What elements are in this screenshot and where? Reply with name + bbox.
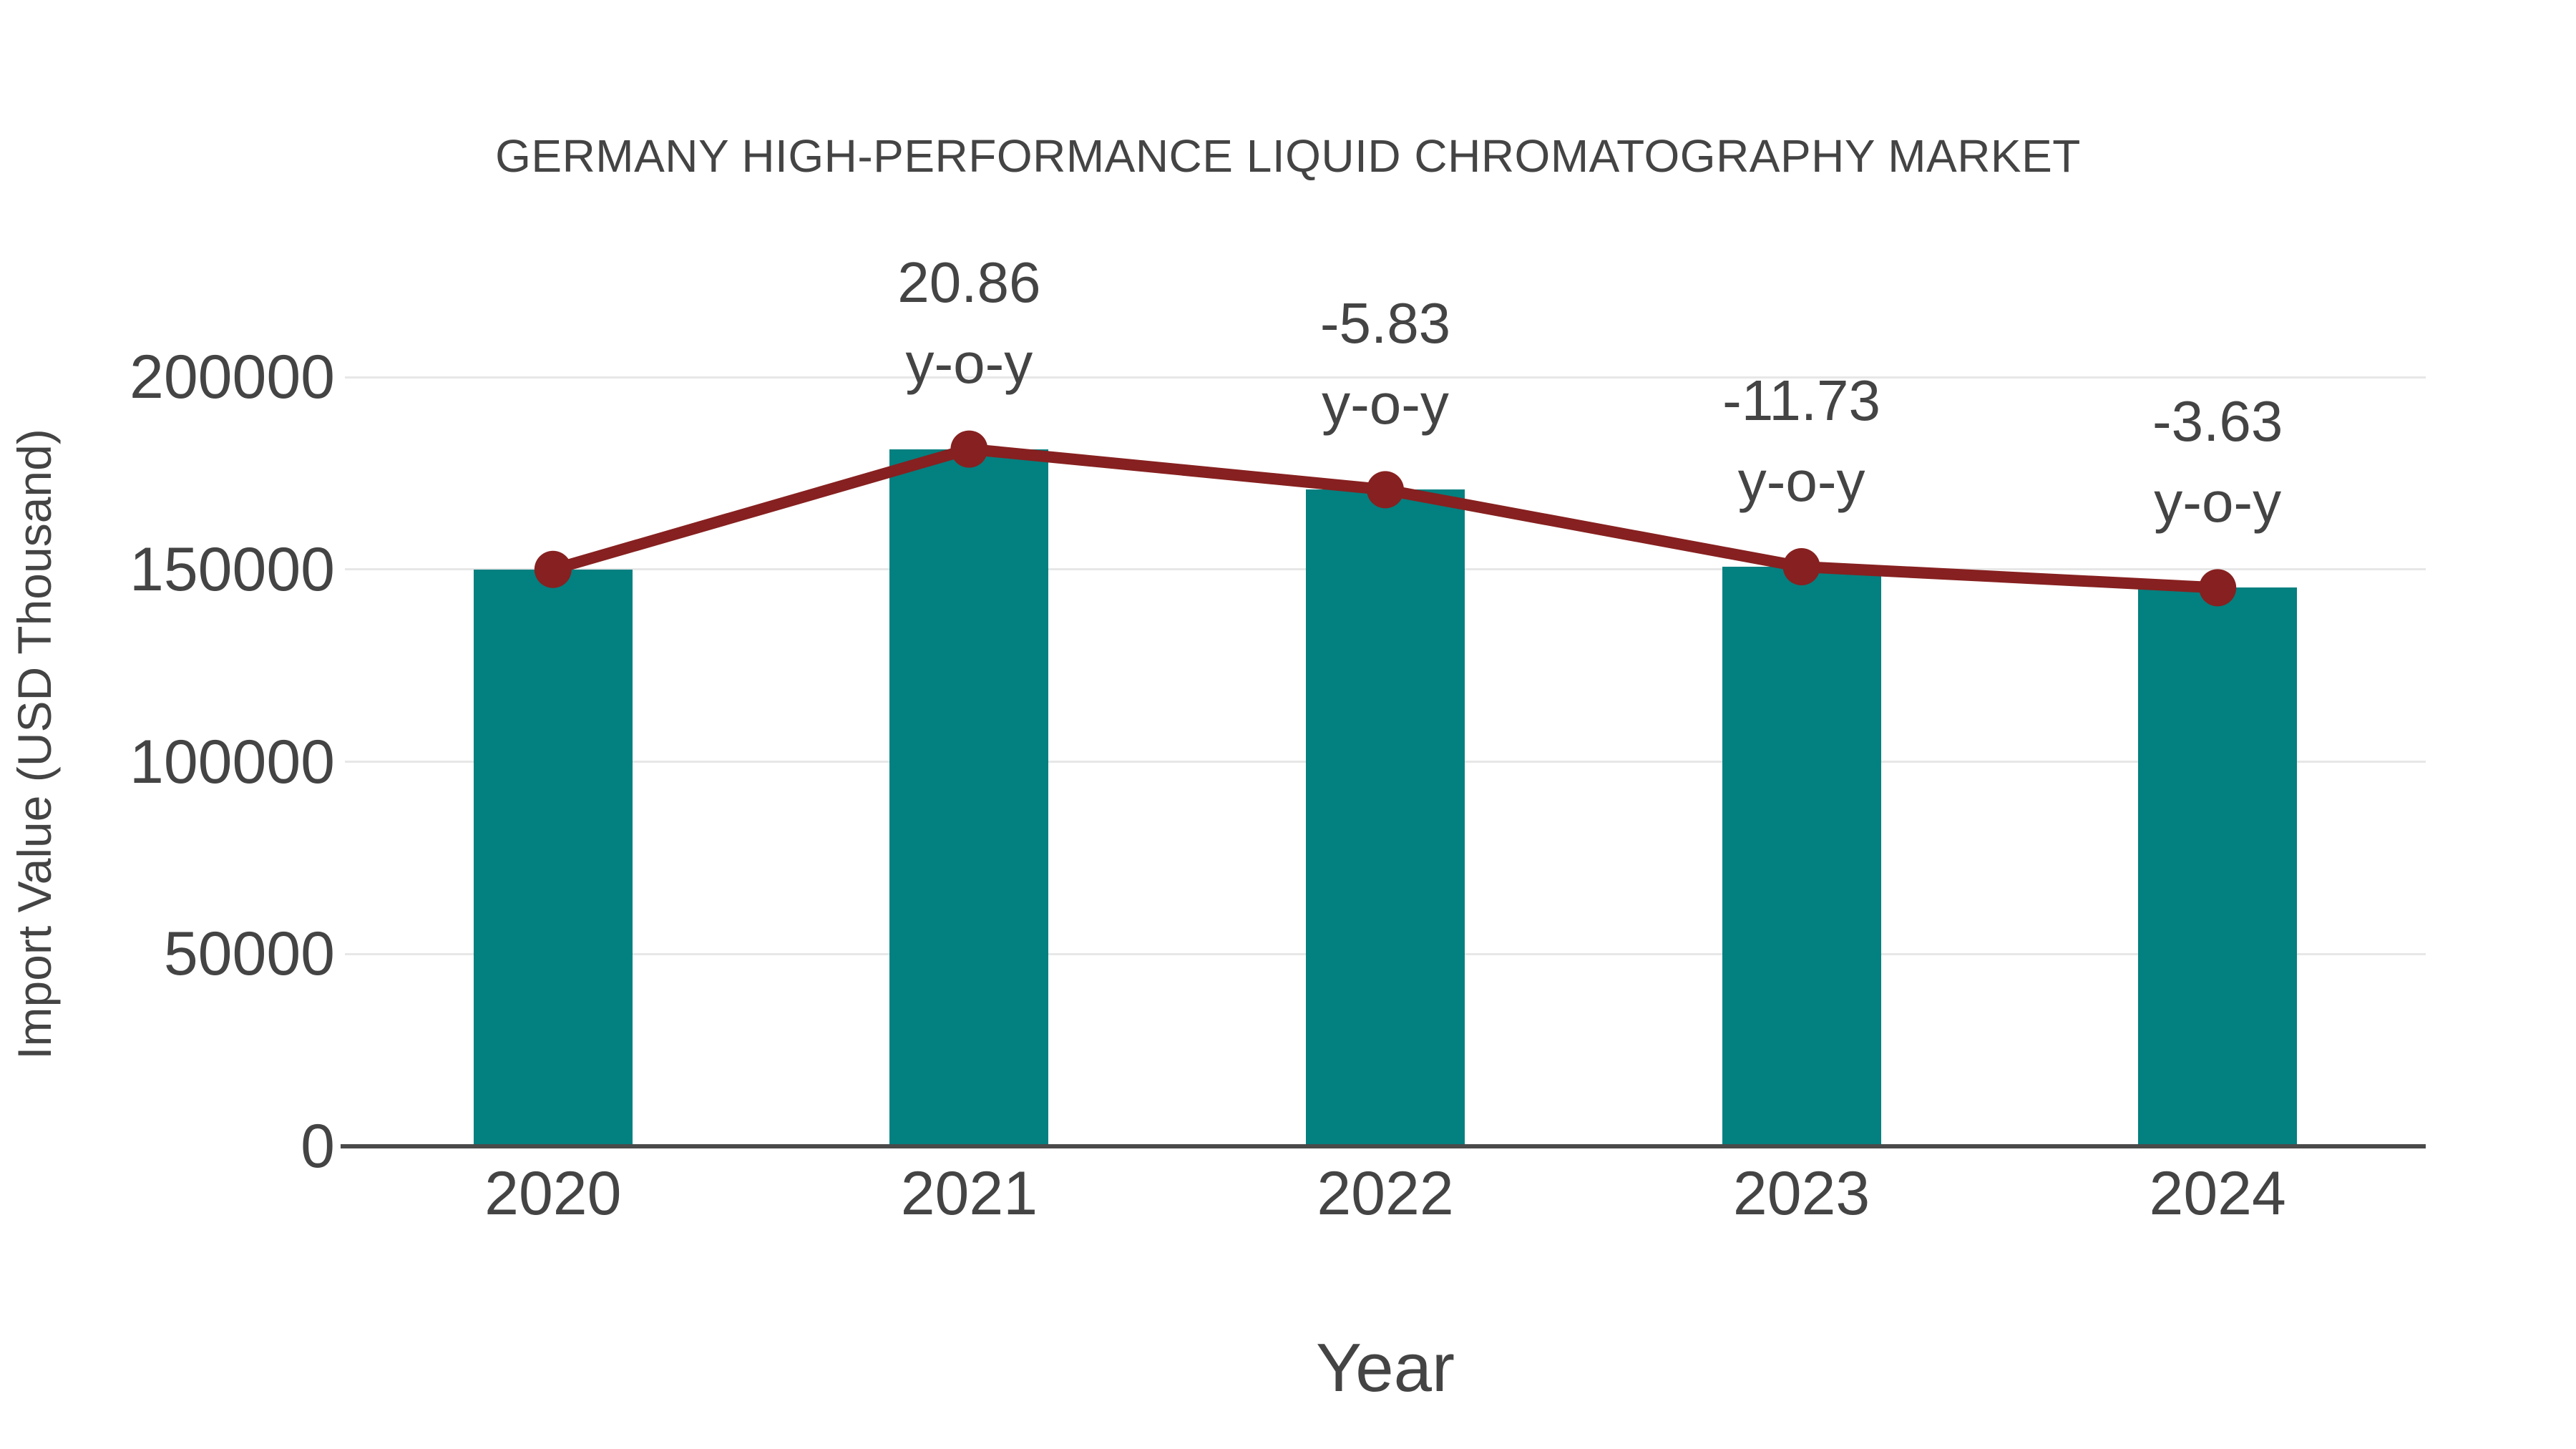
bar-2020 xyxy=(473,569,633,1146)
chart-title: GERMANY HIGH-PERFORMANCE LIQUID CHROMATO… xyxy=(495,130,2081,182)
y-tick-label: 0 xyxy=(301,1112,335,1181)
y-tick-label: 50000 xyxy=(163,919,335,989)
bar-2022 xyxy=(1306,489,1465,1146)
annotation-2023: -11.73 y-o-y xyxy=(1722,360,1880,522)
annotation-suffix: y-o-y xyxy=(1322,371,1449,436)
annotation-value: 20.86 xyxy=(897,250,1041,315)
trend-line xyxy=(551,443,2218,594)
annotation-suffix: y-o-y xyxy=(1737,449,1865,513)
x-tick-label-2023: 2023 xyxy=(1732,1159,1870,1228)
bar-2023 xyxy=(1722,567,1881,1146)
annotation-2022: -5.83 y-o-y xyxy=(1320,283,1450,444)
gridline-200000 xyxy=(345,376,2426,379)
annotation-value: -3.63 xyxy=(2152,389,2283,453)
bar-2024 xyxy=(2138,587,2298,1146)
annotation-value: -5.83 xyxy=(1319,291,1451,355)
marker-2024 xyxy=(2199,569,2237,607)
x-tick-label-2021: 2021 xyxy=(900,1159,1038,1228)
annotation-2024: -3.63 y-o-y xyxy=(2152,381,2283,542)
annotation-value: -11.73 xyxy=(1722,368,1881,432)
annotation-suffix: y-o-y xyxy=(905,331,1033,396)
x-tick-label-2024: 2024 xyxy=(2149,1159,2286,1228)
x-axis-line xyxy=(341,1144,2426,1148)
x-tick-label-2022: 2022 xyxy=(1317,1159,1454,1228)
x-axis-title: Year xyxy=(1316,1330,1455,1406)
marker-2022 xyxy=(1367,471,1404,509)
marker-2020 xyxy=(534,550,572,588)
annotation-2021: 20.86 y-o-y xyxy=(897,242,1040,404)
marker-2021 xyxy=(950,430,988,468)
y-tick-label: 200000 xyxy=(130,343,335,411)
y-tick-label: 150000 xyxy=(130,535,335,604)
bar-2021 xyxy=(889,449,1049,1146)
x-tick-label-2020: 2020 xyxy=(484,1159,622,1228)
y-tick-label: 100000 xyxy=(130,727,335,796)
marker-2023 xyxy=(1782,548,1820,586)
annotation-suffix: y-o-y xyxy=(2154,469,2282,534)
